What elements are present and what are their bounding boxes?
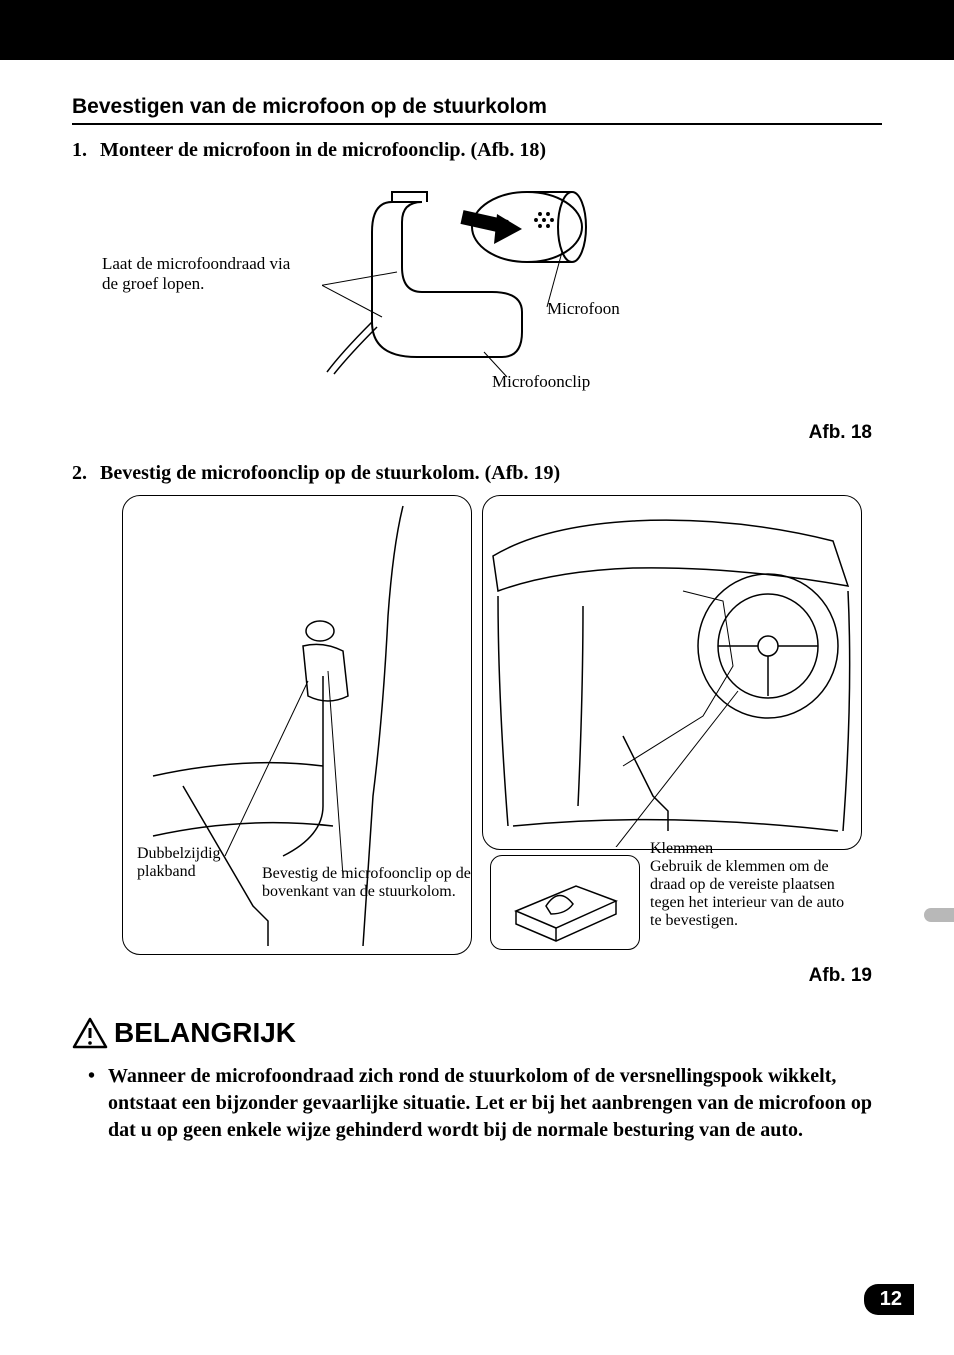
clamp-illustration	[491, 856, 637, 947]
figure-19-caption: Afb. 19	[72, 965, 882, 987]
fig18-label-clip: Microfoonclip	[492, 372, 590, 392]
bullet-icon: •	[88, 1063, 108, 1144]
fig19-panel-interior	[482, 495, 862, 850]
step-1-text: Monteer de microfoon in de microfoonclip…	[100, 139, 546, 162]
warning-icon	[72, 1017, 108, 1049]
page: Bevestigen van de microfoon op de stuurk…	[0, 0, 954, 1355]
page-number: 12	[864, 1284, 914, 1315]
car-interior-illustration	[483, 496, 859, 847]
fig19-label-attach: Bevestig de microfoonclip op de bovenkan…	[262, 865, 472, 901]
fig18-label-microphone: Microfoon	[547, 299, 620, 319]
content-area: Bevestigen van de microfoon op de stuurk…	[0, 60, 954, 1144]
fig19-panel-clamp	[490, 855, 640, 950]
figure-19: Dubbelzijdig plakband Bevestig de microf…	[72, 495, 882, 955]
step-2-text: Bevestig de microfoonclip op de stuurkol…	[100, 462, 560, 485]
step-2-number: 2.	[72, 462, 100, 485]
fig19-label-clamps-body: Gebruik de klemmen om de draad op de ver…	[650, 858, 844, 929]
step-2: 2. Bevestig de microfoonclip op de stuur…	[72, 462, 882, 485]
important-title: BELANGRIJK	[114, 1017, 296, 1049]
figure-18: Laat de microfoondraad via de groef lope…	[72, 172, 882, 412]
section-title: Bevestigen van de microfoon op de stuurk…	[72, 95, 882, 125]
fig18-label-groove: Laat de microfoondraad via de groef lope…	[102, 254, 302, 294]
fig19-label-clamps-title: Klemmen	[650, 840, 713, 857]
side-tab	[924, 908, 954, 922]
header-blackbar	[0, 0, 954, 60]
fig19-label-clamps: Klemmen Gebruik de klemmen om de draad o…	[650, 840, 855, 930]
step-1-number: 1.	[72, 139, 100, 162]
important-text: Wanneer de microfoondraad zich rond de s…	[108, 1063, 882, 1144]
important-heading: BELANGRIJK	[72, 1017, 882, 1049]
microphone-clip-illustration	[322, 172, 622, 387]
step-1: 1. Monteer de microfoon in de microfoonc…	[72, 139, 882, 162]
important-body: • Wanneer de microfoondraad zich rond de…	[72, 1063, 882, 1144]
figure-18-caption: Afb. 18	[72, 422, 882, 444]
fig19-label-tape: Dubbelzijdig plakband	[137, 845, 247, 881]
